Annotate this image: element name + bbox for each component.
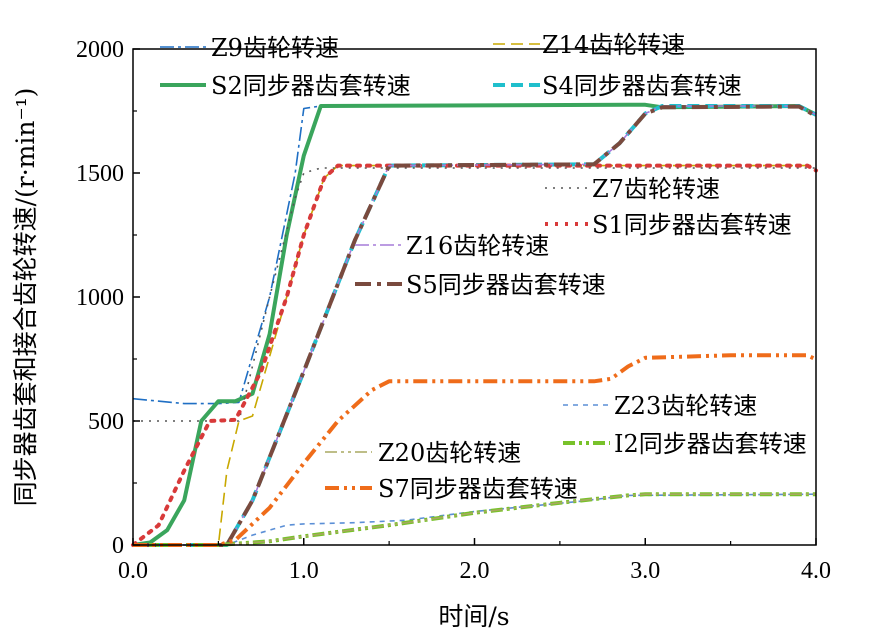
series-line-1 (132, 104, 817, 405)
legend-label-8: S5同步器齿套转速 (406, 271, 606, 299)
y-tick-label: 2000 (76, 37, 124, 63)
legend-label-9: Z23齿轮转速 (614, 392, 757, 420)
legend-label-7: Z16齿轮转速 (406, 232, 549, 260)
legend-label-3: S2同步器齿套转速 (211, 72, 411, 100)
y-tick-label: 1000 (76, 285, 124, 311)
x-tick-label: 2.0 (460, 558, 490, 584)
y-axis-title: 同步器齿套和接合齿轮转速/(r·min⁻¹) (11, 88, 40, 507)
legend-label-11: Z20齿轮转速 (378, 439, 521, 467)
x-axis-title: 时间/s (438, 602, 509, 631)
legend-label-2: Z14齿轮转速 (542, 31, 685, 59)
series-line-8 (133, 104, 817, 547)
x-tick-label: 4.0 (801, 558, 831, 584)
legend-label-4: S4同步器齿套转速 (542, 72, 742, 100)
x-tick-label: 3.0 (630, 558, 660, 584)
y-tick-label: 0 (112, 533, 124, 559)
legend-label-10: I2同步器齿套转速 (614, 430, 807, 458)
series-line-5 (133, 167, 816, 422)
y-tick-label: 500 (88, 409, 124, 435)
legend-label-5: Z7齿轮转速 (592, 175, 720, 203)
series-line-9 (133, 493, 817, 546)
legend-label-6: S1同步器齿套转速 (592, 211, 792, 239)
legend-label-12: S7同步器齿套转速 (378, 475, 578, 503)
y-tick-label: 1500 (76, 161, 124, 187)
x-tick-label: 1.0 (289, 558, 319, 584)
series-line-12 (133, 353, 817, 547)
x-tick-label: 0.0 (118, 558, 148, 584)
series-line-11 (133, 493, 816, 546)
series-line-3 (132, 102, 817, 547)
legend-label-1: Z9齿轮转速 (211, 34, 339, 62)
